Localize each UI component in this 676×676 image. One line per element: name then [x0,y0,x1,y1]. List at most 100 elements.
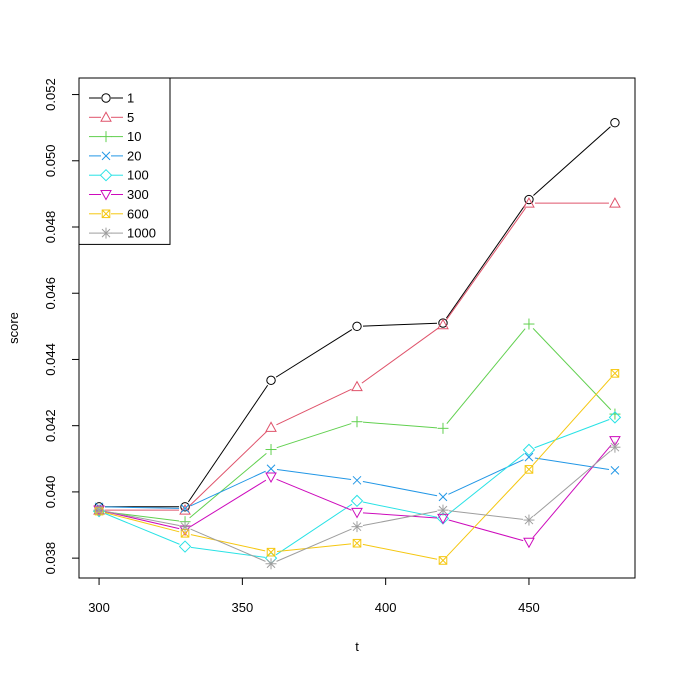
series-5-segment [276,388,352,426]
legend-item-100: 100 [89,168,149,183]
x-tick-label: 400 [375,600,397,615]
series-10-point [523,318,535,330]
series-100-segment [447,453,525,516]
series-1000-segment [362,510,438,527]
series-100-segment [362,501,438,518]
series-300-segment [448,519,524,542]
series-5-segment [361,327,439,384]
legend-item-5: 5 [89,110,134,125]
legend-marker [101,93,111,103]
legend-marker [100,190,112,201]
legend-item-300: 300 [89,187,149,202]
legend-item-600: 600 [89,206,149,221]
series-1-segment [362,322,438,327]
legend-label: 300 [127,187,149,202]
series-20 [94,452,620,513]
series-10-segment [362,421,438,429]
series-1-point [266,375,276,386]
y-tick-label: 0.052 [43,78,58,111]
series-100-point [178,540,192,553]
series-5-point [179,504,191,515]
series-1000-point [179,521,191,533]
y-axis-label: score [6,312,21,344]
series-300-point [265,472,277,484]
y-tick-label: 0.044 [43,343,58,376]
legend: 1 5 10 20 100 300 600 1000 [78,77,171,245]
series-600-segment [276,543,352,553]
series-600-segment [532,377,612,466]
series-5-point [609,197,621,208]
series-10-segment [276,423,352,449]
series-20-point [438,492,448,502]
series-300 [93,436,621,549]
series-600-segment [190,534,266,552]
series-10-segment [189,452,267,519]
series-1000-point [437,504,449,516]
series-1-point [180,502,190,512]
legend-label: 100 [127,168,149,183]
series-600-point [524,465,534,474]
legend-item-1: 1 [89,91,134,106]
series-100-point [522,443,536,457]
series-1000 [93,441,621,570]
legend-marker [100,131,112,143]
series-100 [92,411,622,565]
series-100-point [608,411,622,424]
series-10-point [437,422,449,434]
series-600-point [610,369,620,378]
series-300-segment [104,510,180,530]
series-1-segment [188,384,269,503]
legend-marker [100,111,112,122]
series-5 [93,197,621,515]
series-20-point [352,475,362,485]
series-5-segment [446,207,526,321]
legend-marker [101,209,111,219]
series-1-segment [275,329,353,378]
series-300-segment [276,478,352,511]
series-5-segment [189,431,268,507]
legend-marker [99,168,113,182]
series-600 [94,369,620,565]
legend-item-20: 20 [89,148,141,163]
series-1 [94,118,620,512]
legend-label: 1000 [127,226,156,241]
series-10-point [265,444,277,456]
series-300-point [523,537,535,549]
legend-item-10: 10 [89,129,141,144]
series-group [92,118,622,570]
series-100-point [350,494,364,508]
legend-label: 600 [127,206,149,221]
y-tick-label: 0.048 [43,211,58,244]
series-300-point [609,436,621,447]
legend-marker [100,227,112,239]
legend-item-1000: 1000 [89,226,156,241]
series-100-segment [275,503,353,556]
series-1-segment [533,126,611,196]
legend-label: 5 [127,110,134,125]
series-600-point [266,547,276,557]
series-20-segment [105,506,180,509]
series-1000-segment [276,528,352,562]
series-10-point [609,408,621,420]
series-300-segment [362,512,438,519]
series-1-point [524,194,534,205]
series-10-segment [532,328,612,411]
y-axis: 0.038 0.040 0.042 0.044 0.046 0.048 0.050 0.052 [43,78,80,575]
series-10-segment [446,328,526,425]
series-1000-point [265,558,277,570]
series-100-segment [104,512,180,545]
x-tick-label: 300 [88,600,110,615]
series-20-segment [534,457,610,470]
series-5-point [351,380,363,392]
series-1000-point [93,504,105,516]
series-20-segment [190,470,266,507]
y-tick-label: 0.038 [43,542,58,575]
series-20-point [524,452,534,462]
series-5-point [265,421,277,432]
series-10-point [351,416,363,428]
series-1-point [352,321,362,332]
series-600-segment [362,543,438,560]
legend-marker [101,151,111,161]
